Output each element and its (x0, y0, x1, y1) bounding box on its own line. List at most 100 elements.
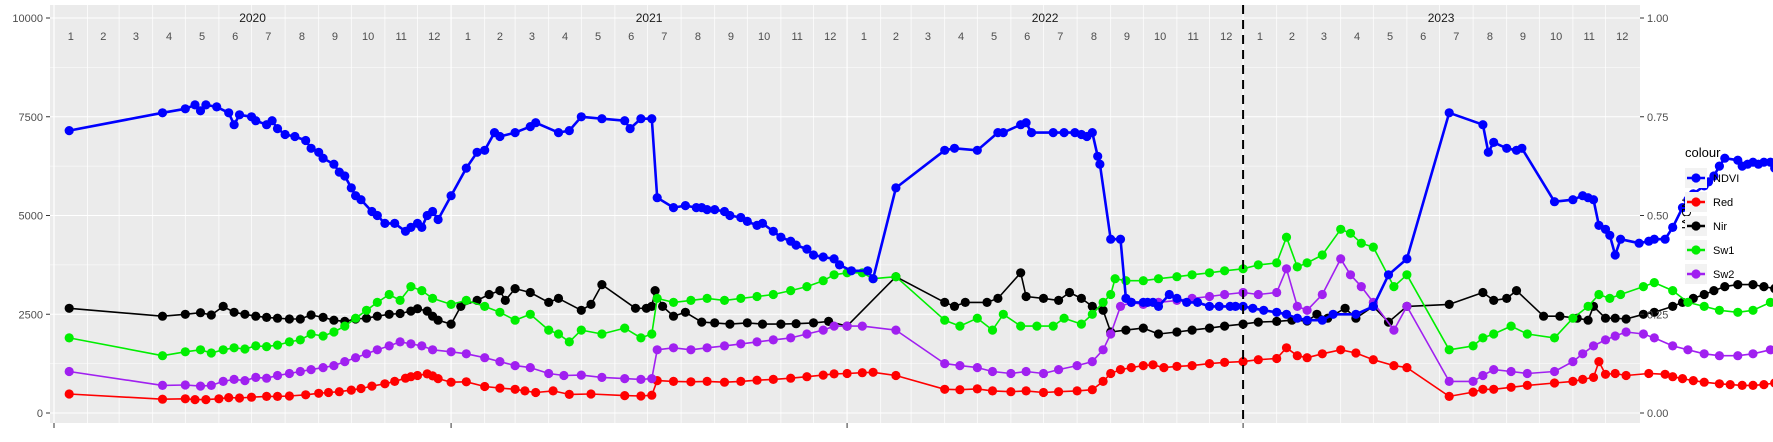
data-point-sw1 (340, 321, 350, 331)
data-point-sw2 (940, 359, 950, 369)
legend-label: Sw1 (1713, 245, 1734, 257)
data-point-nir (206, 310, 216, 320)
data-point-red (201, 395, 211, 405)
month-label: 1 (465, 31, 471, 43)
data-point-sw1 (318, 331, 328, 341)
data-point-red (1677, 374, 1688, 384)
data-point-sw1 (1368, 242, 1378, 252)
data-point-sw2 (1006, 368, 1016, 379)
data-point-ndvi (1588, 195, 1599, 205)
data-point-nir (384, 309, 394, 319)
data-point-red (1138, 361, 1148, 371)
data-point-ndvi (1259, 305, 1269, 315)
data-point-red (1725, 380, 1735, 390)
series-red (64, 343, 1773, 405)
data-point-ndvi (201, 100, 211, 110)
data-point-sw2 (157, 380, 168, 390)
data-point-red (1759, 380, 1769, 390)
data-point-sw1 (372, 297, 382, 307)
data-point-ndvi (863, 266, 873, 276)
legend-label: Red (1713, 197, 1733, 209)
data-point-ndvi (212, 102, 222, 112)
data-point-nir (306, 310, 316, 320)
data-point-sw1 (1444, 345, 1454, 355)
data-point-nir (1733, 280, 1743, 290)
data-point-sw2 (1356, 282, 1366, 292)
data-point-red (955, 385, 965, 395)
data-point-sw1 (544, 325, 554, 335)
data-point-ndvi (652, 193, 662, 203)
data-point-nir (433, 315, 443, 325)
data-point-sw2 (1054, 365, 1064, 375)
data-point-nir (1076, 293, 1086, 303)
data-point-sw2 (329, 361, 339, 371)
data-point-ndvi (510, 128, 520, 138)
data-point-nir (940, 297, 950, 307)
data-point-sw1 (647, 329, 657, 339)
data-point-sw2 (510, 361, 520, 371)
data-point-ndvi (1605, 230, 1615, 240)
data-point-nir (1709, 286, 1719, 296)
data-point-sw1 (1468, 341, 1478, 351)
data-point-ndvi (1048, 128, 1058, 138)
data-point-nir (272, 313, 283, 323)
data-point-red (301, 390, 311, 400)
data-point-nir (240, 309, 250, 319)
data-point-nir (576, 305, 586, 315)
data-point-sw1 (1204, 268, 1215, 278)
data-point-ndvi (1021, 118, 1031, 128)
data-point-sw1 (1356, 238, 1366, 248)
data-point-sw2 (272, 370, 283, 381)
data-point-sw2 (857, 321, 867, 331)
data-point-nir (372, 311, 382, 321)
data-point-red (768, 374, 778, 384)
data-point-sw2 (1281, 264, 1292, 274)
month-label: 9 (1520, 31, 1526, 43)
data-point-sw2 (768, 335, 778, 345)
data-point-sw1 (1187, 270, 1197, 280)
month-label: 6 (1420, 31, 1426, 43)
data-point-sw2 (1506, 366, 1516, 377)
data-point-nir (1539, 311, 1549, 321)
data-point-sw1 (272, 340, 283, 350)
data-point-red (842, 368, 852, 379)
left-axis-tick-label: 5000 (19, 211, 43, 223)
data-point-sw2 (195, 381, 206, 391)
data-point-ndvi (1106, 234, 1116, 244)
data-point-ndvi (1765, 157, 1773, 167)
data-point-nir (1610, 313, 1620, 323)
data-point-nir (808, 318, 819, 328)
right-axis-tick-label: 1.00 (1647, 13, 1668, 25)
series-ndvi (64, 100, 1773, 325)
data-point-nir (776, 319, 786, 329)
data-point-ndvi (710, 205, 720, 215)
data-point-red (1770, 378, 1773, 388)
data-point-nir (1600, 313, 1611, 323)
data-point-ndvi (1172, 293, 1182, 303)
data-point-sw2 (1317, 289, 1327, 300)
data-point-nir (1253, 317, 1263, 327)
data-point-nir (697, 317, 707, 327)
legend: colour NDVI Red Nir Sw1 Sw2 (1685, 145, 1739, 284)
month-label: 9 (1124, 31, 1130, 43)
data-point-ndvi (1272, 307, 1282, 317)
data-point-sw1 (1292, 262, 1302, 272)
data-point-sw2 (891, 325, 901, 335)
data-point-nir (1187, 325, 1197, 335)
data-point-red (1478, 384, 1488, 394)
data-point-ndvi (1610, 250, 1620, 260)
data-point-nir (1138, 323, 1148, 333)
data-point-red (1115, 365, 1126, 375)
data-point-ndvi (742, 216, 752, 226)
data-point-red (1317, 349, 1327, 359)
data-point-nir (1054, 295, 1064, 305)
data-point-nir (1478, 287, 1488, 298)
month-label: 2 (497, 31, 503, 43)
data-point-ndvi (472, 147, 482, 157)
data-point-sw1 (1478, 333, 1488, 343)
data-point-red (1699, 377, 1709, 387)
month-label: 1 (68, 31, 74, 43)
data-point-sw2 (1272, 287, 1282, 298)
data-point-ndvi (267, 116, 277, 126)
data-point-red (548, 386, 558, 396)
